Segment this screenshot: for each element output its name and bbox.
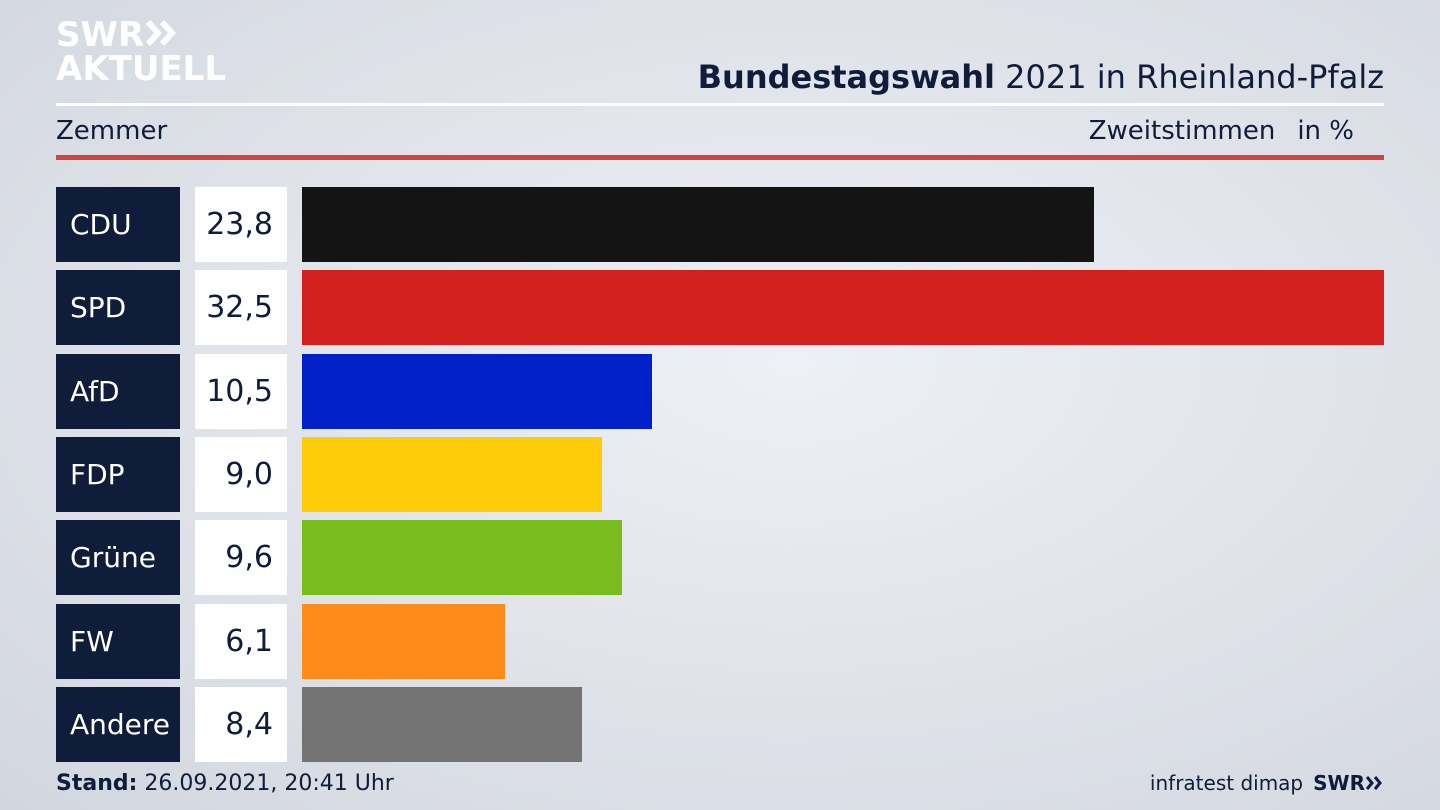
bar (302, 686, 582, 762)
bar (302, 603, 505, 679)
party-label: FDP (56, 436, 180, 512)
double-chevron-icon (146, 19, 177, 47)
swr-aktuell-logo: SWR AKTUELL (56, 18, 226, 90)
value-label: 8,4 (195, 686, 287, 762)
value-label: 10,5 (195, 353, 287, 429)
bar (302, 353, 652, 429)
bar (302, 187, 1094, 262)
party-label: CDU (56, 187, 180, 262)
party-label: Andere (56, 686, 180, 762)
bar-row: Andere 8,4 (56, 686, 1384, 762)
stand-value: 26.09.2021, 20:41 Uhr (144, 771, 394, 796)
bar-row: Grüne 9,6 (56, 520, 1384, 596)
bar-row: FDP 9,0 (56, 436, 1384, 512)
party-label: FW (56, 603, 180, 679)
value-label: 6,1 (195, 603, 287, 679)
logo-line1: SWR (56, 15, 145, 55)
value-label: 32,5 (195, 270, 287, 346)
value-label: 9,6 (195, 520, 287, 596)
constituency-label: Zemmer (56, 116, 168, 146)
title-bold: Bundestagswahl (697, 58, 995, 96)
bar-row: AfD 10,5 (56, 353, 1384, 429)
header-divider (56, 103, 1384, 106)
chart-title: Bundestagswahl 2021 in Rheinland-Pfalz (698, 58, 1384, 96)
stand-label: Stand: (56, 771, 138, 796)
source-credit: infratest dimap SWR (1150, 771, 1384, 795)
bar-row: CDU 23,8 (56, 187, 1384, 262)
party-label: SPD (56, 270, 180, 346)
bar (302, 270, 1384, 346)
bar-row: SPD 32,5 (56, 270, 1384, 346)
value-label: 23,8 (195, 187, 287, 262)
title-rest: 2021 in Rheinland-Pfalz (1005, 58, 1384, 96)
measure-label: Zweitstimmen in % (1089, 116, 1354, 146)
bar-row: FW 6,1 (56, 603, 1384, 679)
timestamp: Stand: 26.09.2021, 20:41 Uhr (56, 771, 394, 796)
logo-line2: AKTUELL (56, 49, 227, 89)
bar (302, 436, 602, 512)
value-label: 9,0 (195, 436, 287, 512)
accent-divider (56, 155, 1384, 160)
vote-type: Zweitstimmen (1088, 116, 1276, 146)
party-label: Grüne (56, 520, 180, 596)
source-label: infratest dimap (1149, 771, 1304, 795)
party-label: AfD (56, 353, 180, 429)
unit-label: in % (1297, 116, 1354, 146)
bar (302, 520, 622, 596)
double-chevron-icon (1365, 776, 1382, 790)
swr-footer-logo: SWR (1313, 771, 1384, 795)
